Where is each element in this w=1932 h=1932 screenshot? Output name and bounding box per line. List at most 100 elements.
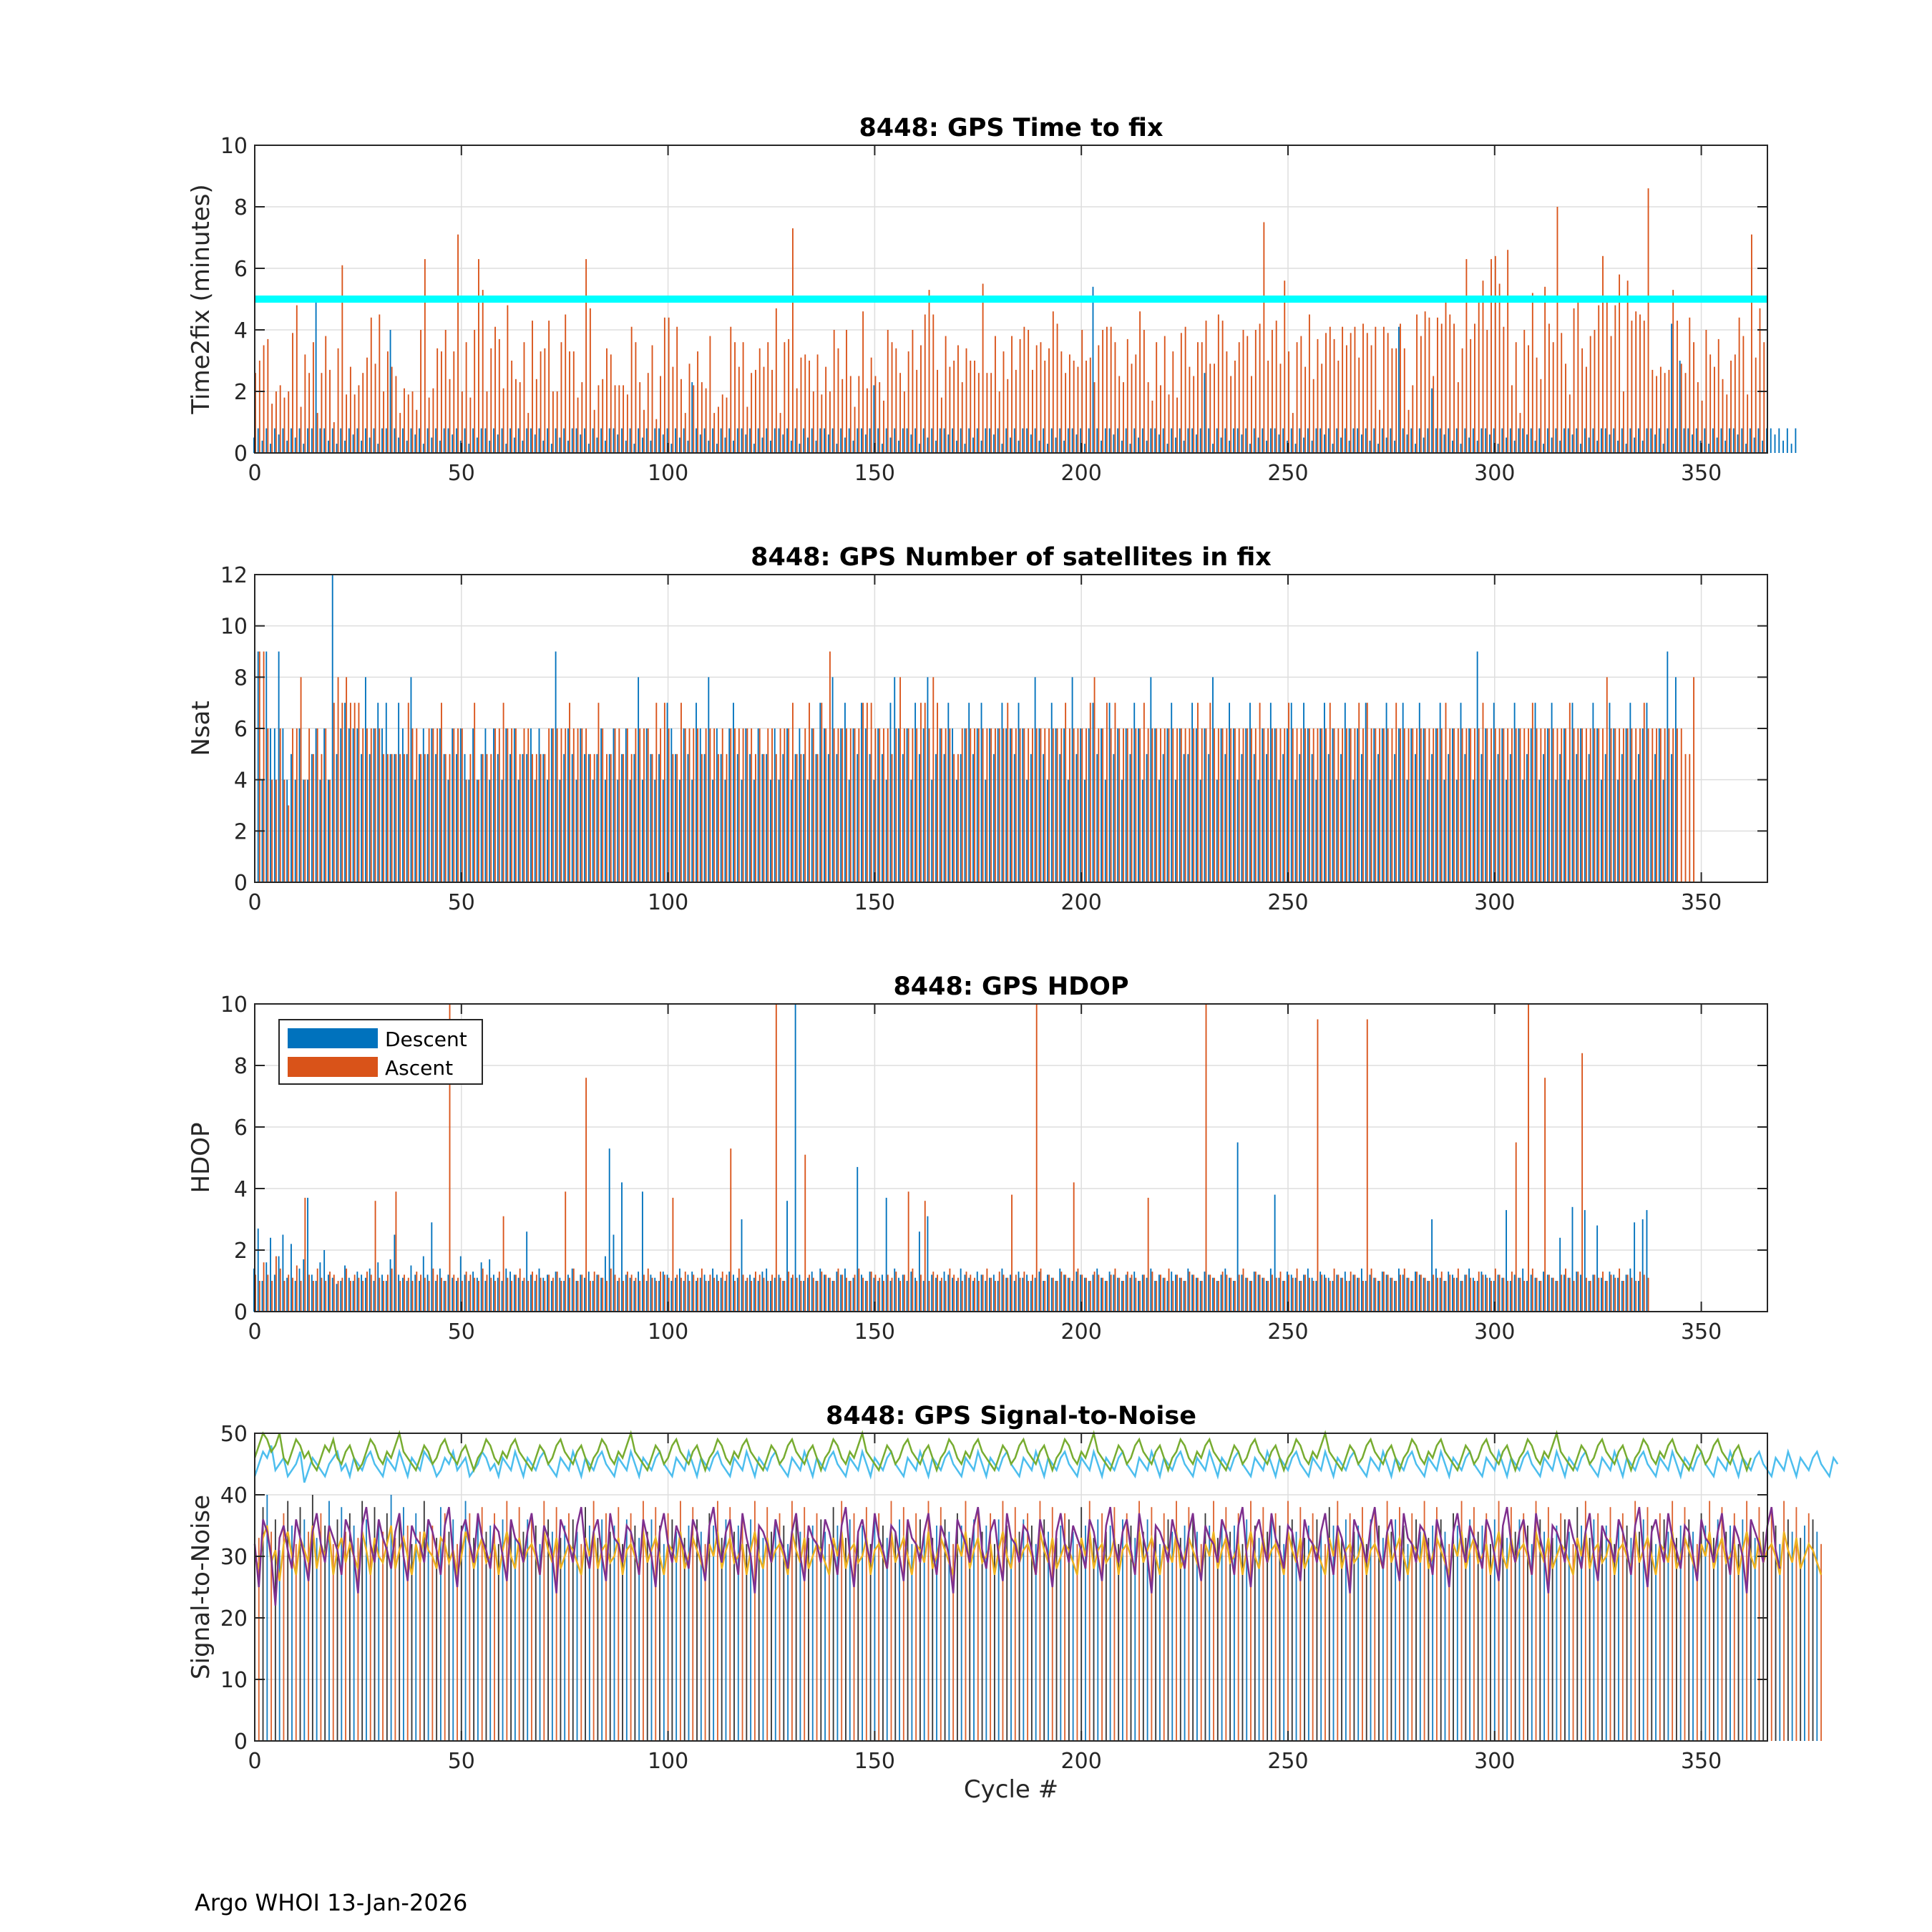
snr-bar xyxy=(560,1538,562,1741)
snr-bar xyxy=(613,1526,615,1741)
bar-ascent xyxy=(1023,728,1025,882)
bar-ascent xyxy=(1726,394,1728,453)
bar-descent xyxy=(811,428,813,453)
bar-descent xyxy=(864,728,867,882)
snr-bar xyxy=(601,1519,603,1741)
bar-ascent xyxy=(1622,1281,1624,1312)
bar-descent xyxy=(968,428,970,453)
bar-descent xyxy=(1443,434,1445,453)
bar-descent xyxy=(1410,728,1413,882)
bar-descent xyxy=(1249,444,1251,453)
bar-ascent xyxy=(1639,728,1641,882)
snr-bar xyxy=(419,1531,421,1741)
bar-ascent xyxy=(1689,317,1691,453)
bar-ascent xyxy=(469,397,472,453)
bar-ascent xyxy=(1189,728,1191,882)
bar-descent xyxy=(522,440,524,453)
footer-credit: Argo WHOI 13-Jan-2026 xyxy=(195,1889,468,1916)
bar-descent xyxy=(1683,428,1685,453)
bar-ascent xyxy=(895,348,897,453)
snr-bar xyxy=(1399,1507,1400,1741)
bar-descent xyxy=(571,753,573,882)
bar-ascent xyxy=(556,1272,558,1312)
bar-descent xyxy=(422,444,424,453)
bar-descent xyxy=(1158,779,1160,882)
bar-ascent xyxy=(907,1191,909,1312)
bar-descent xyxy=(1150,1268,1152,1312)
bar-ascent xyxy=(453,728,455,882)
bar-ascent xyxy=(837,348,839,453)
bar-ascent xyxy=(602,379,604,453)
bar-descent xyxy=(1307,1268,1309,1312)
bar-descent xyxy=(1497,444,1499,453)
bar-ascent xyxy=(1428,1281,1430,1312)
bar-ascent xyxy=(1321,1274,1323,1312)
bar-descent xyxy=(1369,440,1371,453)
bar-ascent xyxy=(1221,728,1224,882)
bar-descent xyxy=(1290,1274,1292,1312)
snr-bar xyxy=(1584,1501,1586,1741)
bar-descent xyxy=(1609,1272,1611,1312)
snr-bar xyxy=(1179,1538,1181,1741)
bar-descent xyxy=(918,753,920,882)
bar-ascent xyxy=(821,394,823,453)
snr-bar xyxy=(1051,1507,1053,1741)
bar-descent xyxy=(547,779,548,882)
bar-ascent xyxy=(643,728,645,882)
bar-descent xyxy=(1063,1274,1065,1312)
bar-descent xyxy=(443,428,445,453)
x-tick-label: 300 xyxy=(1474,461,1515,486)
bar-ascent xyxy=(444,330,447,453)
bar-descent xyxy=(1162,753,1164,882)
bar-descent xyxy=(749,1274,751,1312)
bar-ascent xyxy=(1631,728,1633,882)
snr-bar xyxy=(849,1519,851,1741)
snr-bar xyxy=(1254,1526,1256,1741)
bar-descent xyxy=(1340,1277,1342,1312)
bar-ascent xyxy=(1193,728,1195,882)
bar-ascent xyxy=(995,1281,996,1312)
snr-bar xyxy=(940,1507,942,1741)
bar-descent xyxy=(670,728,673,882)
bar-descent xyxy=(1588,1281,1590,1312)
bar-descent xyxy=(770,779,771,882)
bar-descent xyxy=(587,753,590,882)
snr-bar xyxy=(1411,1513,1413,1741)
snr-bar xyxy=(580,1543,582,1741)
bar-ascent xyxy=(478,779,479,882)
bar-ascent xyxy=(1664,728,1666,882)
bar-descent xyxy=(298,428,301,453)
bar-ascent xyxy=(928,290,930,453)
bar-descent xyxy=(662,779,664,882)
snr-bar xyxy=(1783,1501,1785,1741)
bar-descent xyxy=(1501,428,1503,453)
bar-ascent xyxy=(1098,1274,1100,1312)
bar-descent xyxy=(468,444,470,453)
bar-ascent xyxy=(1403,348,1405,453)
bar-ascent xyxy=(1536,1277,1538,1312)
bar-ascent xyxy=(556,391,558,453)
bar-descent xyxy=(1778,428,1780,453)
bar-ascent xyxy=(308,373,311,453)
bar-ascent xyxy=(949,728,951,882)
bar-descent xyxy=(1075,1272,1078,1312)
bar-ascent xyxy=(1217,728,1219,882)
bar-ascent xyxy=(796,388,798,453)
bar-descent xyxy=(1269,1268,1272,1312)
bar-descent xyxy=(761,437,763,453)
snr-bar xyxy=(824,1531,826,1741)
snr-bar xyxy=(791,1501,793,1741)
bar-ascent xyxy=(1589,336,1591,453)
bar-descent xyxy=(1327,428,1330,453)
bar-ascent xyxy=(441,351,442,453)
bar-descent xyxy=(1232,728,1234,882)
bar-ascent xyxy=(623,1281,625,1312)
bar-ascent xyxy=(271,779,273,882)
snr-bar xyxy=(1440,1519,1442,1741)
bar-descent xyxy=(1336,779,1338,882)
bar-ascent xyxy=(1354,1274,1356,1312)
bar-descent xyxy=(972,753,974,882)
bar-ascent xyxy=(540,753,542,882)
bar-ascent xyxy=(829,391,831,453)
